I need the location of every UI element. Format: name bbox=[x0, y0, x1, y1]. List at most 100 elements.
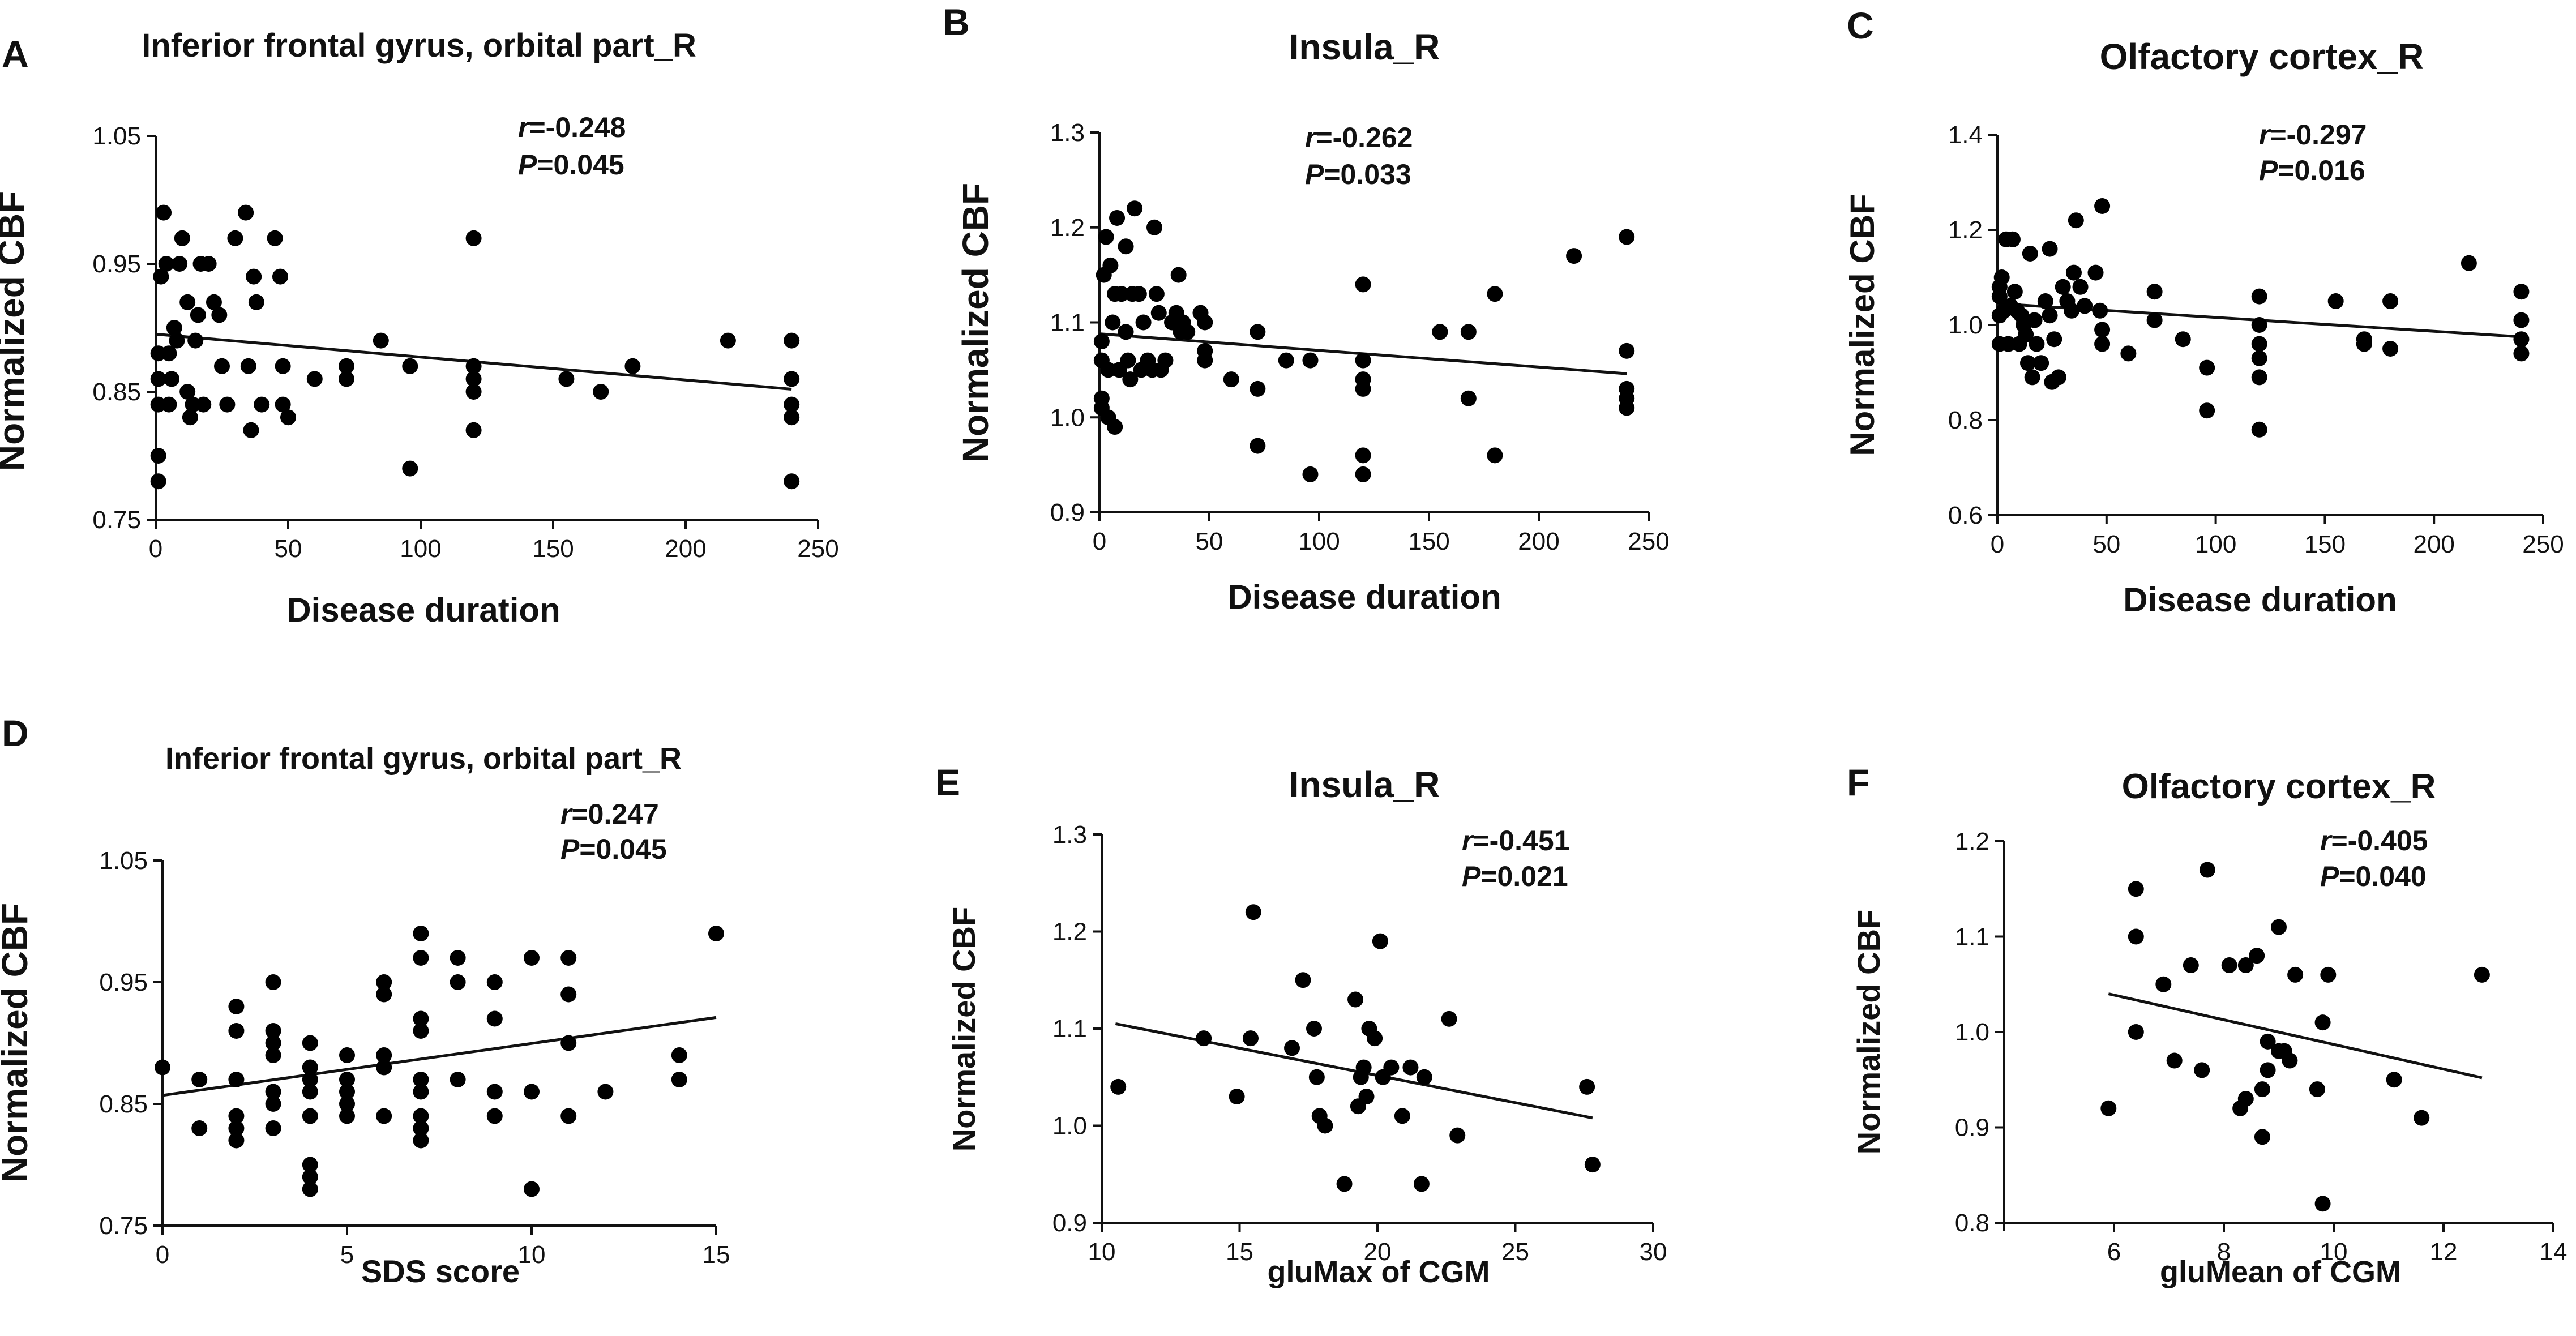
data-point bbox=[2155, 976, 2172, 992]
data-point bbox=[2382, 293, 2399, 309]
x-tick-label: 150 bbox=[2304, 530, 2346, 558]
data-point bbox=[306, 371, 323, 387]
data-point bbox=[2251, 421, 2267, 438]
chart-title: Inferior frontal gyrus, orbital part_R bbox=[142, 27, 696, 64]
x-axis-label: Disease duration bbox=[1227, 578, 1501, 616]
data-point bbox=[2251, 317, 2267, 333]
data-point bbox=[450, 974, 466, 990]
data-point bbox=[413, 1120, 429, 1136]
x-tick-label: 10 bbox=[518, 1241, 546, 1269]
data-point bbox=[338, 371, 354, 387]
data-point bbox=[240, 358, 256, 374]
y-tick-label: 1.05 bbox=[92, 122, 141, 150]
stat-p: P=0.040 bbox=[2320, 860, 2427, 892]
data-point bbox=[2513, 345, 2530, 362]
data-point bbox=[219, 396, 236, 413]
data-point bbox=[150, 371, 166, 387]
data-point bbox=[339, 1072, 355, 1087]
data-point bbox=[2461, 255, 2477, 271]
data-point bbox=[1118, 238, 1134, 255]
y-tick-label: 0.75 bbox=[99, 1212, 148, 1240]
data-point bbox=[1355, 466, 1371, 482]
data-point bbox=[1355, 380, 1371, 397]
data-point bbox=[158, 256, 174, 272]
data-point bbox=[155, 1059, 170, 1076]
data-point bbox=[1383, 1059, 1400, 1076]
data-point bbox=[1432, 324, 1448, 340]
data-point bbox=[187, 332, 204, 349]
x-axis-label: SDS score bbox=[361, 1253, 520, 1289]
data-point bbox=[280, 409, 296, 426]
stat-r-value: =-0.297 bbox=[2270, 119, 2367, 151]
trend-line bbox=[162, 1016, 717, 1097]
data-point bbox=[267, 230, 283, 246]
x-tick-label: 30 bbox=[1640, 1238, 1667, 1266]
stat-r-value: =-0.248 bbox=[529, 112, 626, 143]
data-point bbox=[2166, 1052, 2183, 1069]
stat-p-symbol: P bbox=[518, 149, 537, 181]
panel-c: C Olfactory cortex_R 0 50 100 150 200 250 0.6 0.8… bbox=[1843, 5, 2564, 619]
stat-p: P=0.033 bbox=[1305, 159, 1411, 190]
data-point bbox=[339, 1108, 355, 1124]
y-tick-label: 0.9 bbox=[1955, 1114, 1989, 1142]
data-point bbox=[172, 256, 188, 272]
data-point bbox=[784, 396, 800, 413]
data-point bbox=[413, 1072, 429, 1087]
data-point bbox=[784, 473, 800, 490]
data-point bbox=[1157, 352, 1174, 369]
x-tick-label: 150 bbox=[1408, 528, 1449, 555]
data-point bbox=[413, 1108, 429, 1124]
data-point bbox=[1413, 1176, 1430, 1192]
panel-letter: C bbox=[1847, 5, 1874, 46]
data-point bbox=[1355, 1059, 1372, 1076]
data-point bbox=[1367, 1030, 1383, 1047]
panel-letter: D bbox=[2, 712, 29, 754]
data-point bbox=[2282, 1052, 2298, 1069]
stat-r: r=-0.262 bbox=[1305, 122, 1413, 153]
data-point bbox=[1170, 267, 1187, 283]
x-axis-label: gluMax of CGM bbox=[1268, 1255, 1490, 1289]
y-tick-label: 1.1 bbox=[1052, 1015, 1087, 1043]
data-point bbox=[2029, 336, 2045, 352]
data-point bbox=[2065, 264, 2082, 281]
data-point bbox=[2287, 966, 2304, 983]
data-point bbox=[597, 1084, 614, 1100]
data-point bbox=[302, 1157, 318, 1173]
data-point bbox=[2251, 369, 2267, 386]
data-point bbox=[2194, 1062, 2210, 1078]
x-tick-label: 0 bbox=[156, 1241, 169, 1269]
y-axis-label: Normalized CBF bbox=[955, 183, 996, 463]
y-tick-label: 1.4 bbox=[1948, 121, 1983, 149]
data-point bbox=[413, 950, 429, 966]
chart-title: Insula_R bbox=[1289, 27, 1440, 67]
data-point bbox=[2309, 1081, 2325, 1098]
data-point bbox=[784, 409, 800, 426]
data-point bbox=[2046, 331, 2062, 348]
y-tick-label: 0.8 bbox=[1955, 1209, 1989, 1237]
data-point bbox=[708, 926, 724, 941]
data-point bbox=[2072, 279, 2089, 295]
stat-p-value: =0.045 bbox=[579, 833, 666, 865]
data-point bbox=[1295, 972, 1311, 988]
data-point bbox=[1250, 324, 1266, 340]
data-point bbox=[524, 950, 540, 966]
x-tick-label: 50 bbox=[1196, 528, 1223, 555]
data-point bbox=[2042, 307, 2058, 324]
y-tick-label: 1.3 bbox=[1052, 821, 1087, 849]
data-point bbox=[1107, 419, 1123, 435]
data-point bbox=[1993, 269, 2010, 285]
y-tick-label: 1.0 bbox=[1955, 1018, 1989, 1046]
data-point bbox=[2199, 862, 2215, 878]
data-point bbox=[413, 1132, 429, 1149]
data-point bbox=[1135, 314, 1152, 331]
data-point bbox=[206, 294, 222, 310]
panel-letter: F bbox=[1847, 761, 1869, 803]
data-point bbox=[465, 384, 482, 400]
data-point bbox=[1355, 447, 1371, 464]
data-point bbox=[560, 1108, 577, 1124]
data-point bbox=[227, 230, 243, 246]
data-point bbox=[1102, 257, 1119, 273]
data-point bbox=[486, 1084, 503, 1100]
data-point bbox=[1110, 1078, 1127, 1095]
data-point bbox=[1355, 352, 1371, 369]
